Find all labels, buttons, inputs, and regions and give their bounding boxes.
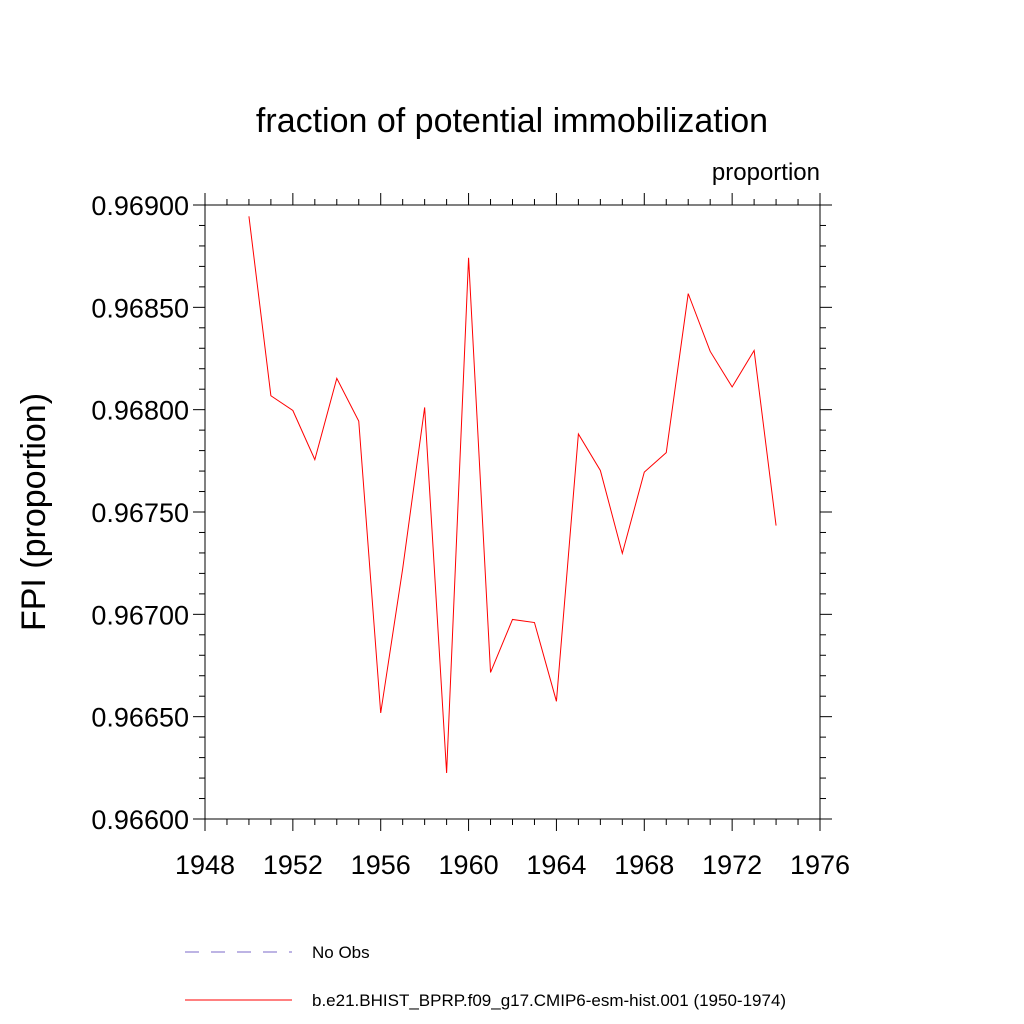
y-tick-label: 0.96750	[91, 498, 189, 528]
data-point	[775, 525, 776, 526]
y-tick-labels: 0.96600 0.96650 0.96700 0.96750 0.96800 0.968…	[91, 191, 189, 835]
data-point	[710, 351, 711, 352]
data-point	[270, 395, 271, 396]
data-point	[358, 421, 359, 422]
data-point	[248, 216, 249, 217]
x-tick-label: 1976	[790, 850, 850, 880]
series-layer	[248, 216, 777, 773]
chart-title: fraction of potential immobilization	[256, 102, 768, 140]
y-tick-label: 0.96700	[91, 600, 189, 630]
data-point	[600, 470, 601, 471]
data-point	[754, 350, 755, 351]
x-tick-label: 1960	[439, 850, 499, 880]
y-tick-label: 0.96600	[91, 805, 189, 835]
data-point	[534, 622, 535, 623]
series-line	[248, 216, 777, 773]
data-point	[424, 407, 425, 408]
legend-label-model: b.e21.BHIST_BPRP.f09_g17.CMIP6-esm-hist.…	[312, 991, 786, 1010]
legend: No Obs b.e21.BHIST_BPRP.f09_g17.CMIP6-es…	[185, 943, 786, 1010]
data-point	[556, 701, 557, 702]
x-tick-label: 1968	[614, 850, 674, 880]
y-tick-label: 0.96850	[91, 293, 189, 323]
y-axis-label: FPI (proportion)	[15, 393, 53, 631]
x-tick-label: 1972	[702, 850, 762, 880]
data-point	[666, 452, 667, 453]
legend-label-no-obs: No Obs	[312, 943, 370, 962]
data-point	[644, 471, 645, 472]
data-point	[732, 386, 733, 387]
data-point	[578, 433, 579, 434]
data-point	[380, 712, 381, 713]
data-point	[446, 772, 447, 773]
major-ticks	[193, 193, 832, 831]
data-point	[490, 672, 491, 673]
y-tick-label: 0.96900	[91, 191, 189, 221]
data-point	[688, 293, 689, 294]
x-tick-label: 1952	[263, 850, 323, 880]
x-tick-labels: 1948 1952 1956 1960 1964 1968 1972 1976	[175, 850, 850, 880]
x-tick-label: 1964	[526, 850, 586, 880]
data-point	[314, 459, 315, 460]
x-tick-label: 1956	[351, 850, 411, 880]
x-tick-label: 1948	[175, 850, 235, 880]
plot-frame	[204, 204, 821, 820]
data-point	[336, 378, 337, 379]
data-point	[622, 553, 623, 554]
data-point	[402, 568, 403, 569]
data-point	[468, 257, 469, 258]
y-tick-label: 0.96800	[91, 396, 189, 426]
y-tick-label: 0.96650	[91, 703, 189, 733]
data-point	[512, 619, 513, 620]
data-point	[292, 410, 293, 411]
minor-ticks	[199, 199, 826, 825]
units-label: proportion	[712, 159, 820, 186]
